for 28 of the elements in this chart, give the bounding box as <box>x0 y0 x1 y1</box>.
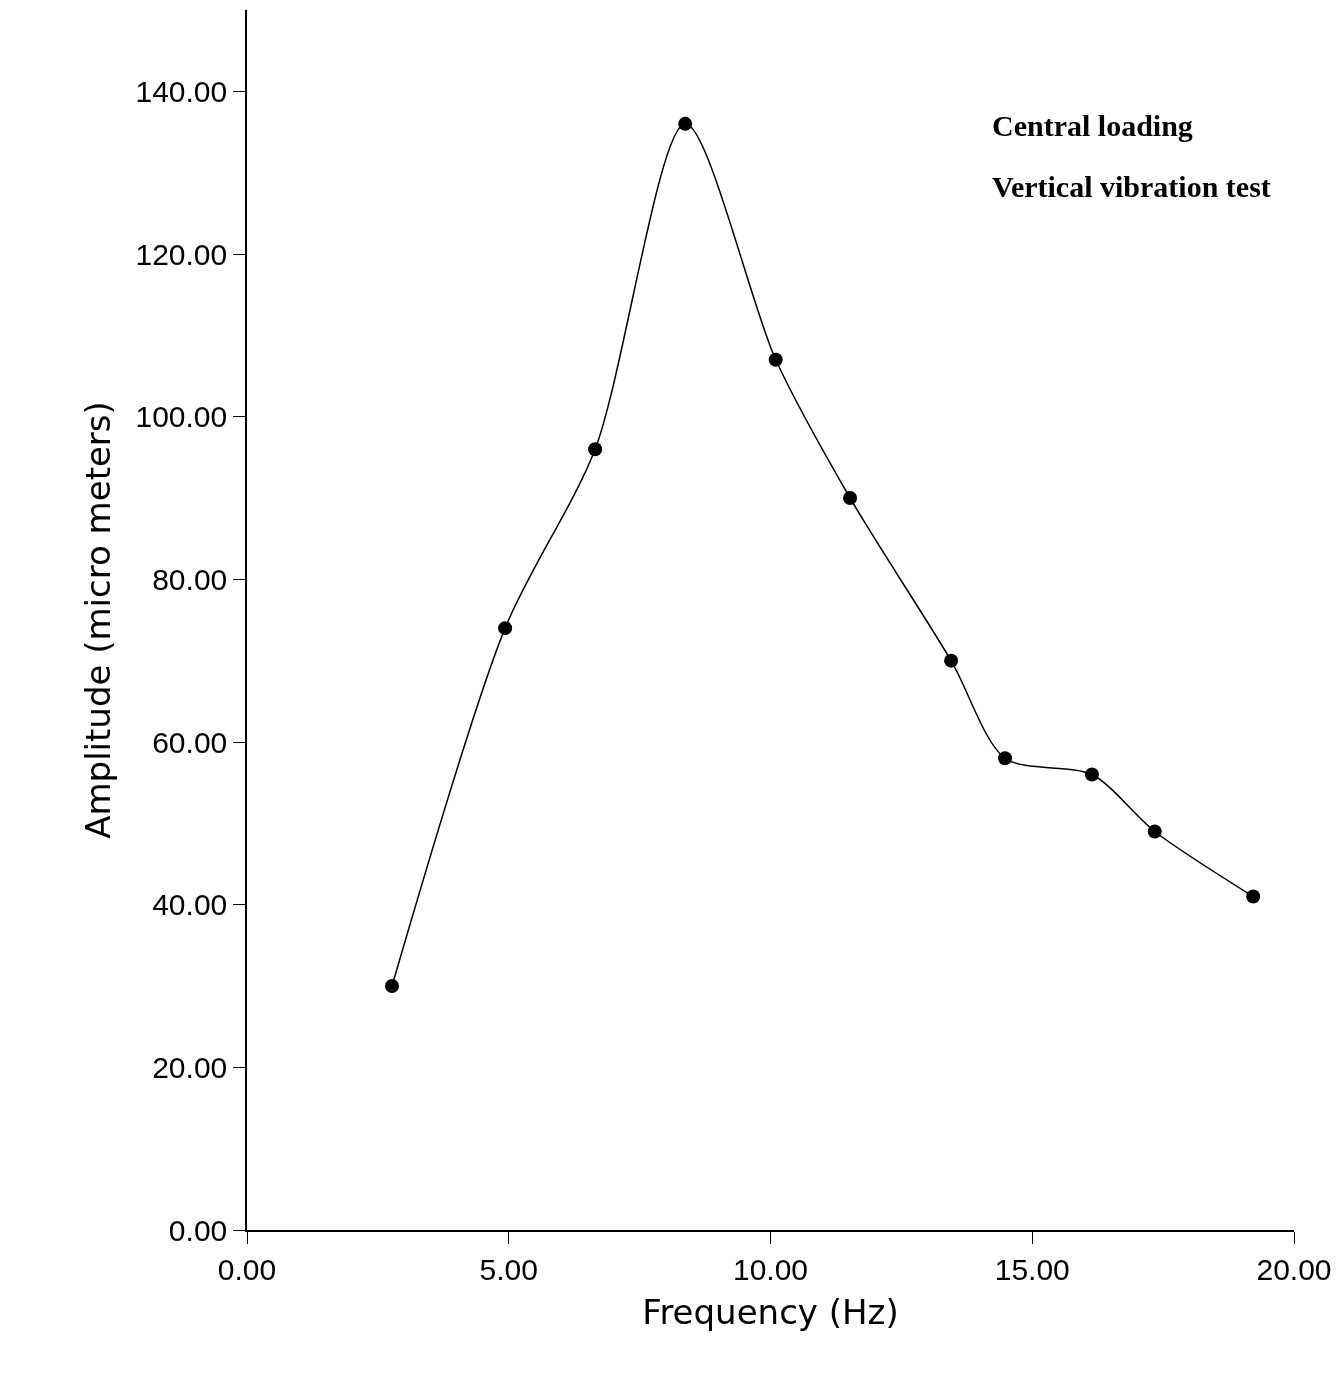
y-tick-label: 140.00 <box>135 74 228 108</box>
point <box>678 116 693 131</box>
y-tick-label: 40.00 <box>152 888 228 922</box>
x-tick-label: 0.00 <box>217 1252 277 1286</box>
annotation: Vertical vibration test <box>992 170 1271 203</box>
point <box>1147 824 1162 839</box>
x-axis-title: Frequency (Hz) <box>642 1291 899 1332</box>
point <box>498 621 513 636</box>
y-tick-label: 100.00 <box>135 400 228 434</box>
point <box>1084 767 1099 782</box>
y-tick-label: 80.00 <box>152 562 228 596</box>
annotation: Central loading <box>992 109 1193 142</box>
y-tick-label: 60.00 <box>152 725 228 759</box>
y-tick-label: 20.00 <box>152 1050 228 1084</box>
point <box>998 751 1013 766</box>
point <box>385 979 400 993</box>
point <box>944 653 959 668</box>
y-tick-label: 0.00 <box>168 1213 228 1247</box>
point <box>843 491 858 505</box>
point <box>1246 889 1261 904</box>
x-tick-label: 20.00 <box>1256 1252 1332 1286</box>
y-tick-label: 120.00 <box>135 237 228 271</box>
y-axis-title: Amplitude (micro meters) <box>77 401 118 839</box>
x-tick-label: 5.00 <box>479 1252 538 1286</box>
x-tick-label: 15.00 <box>994 1252 1070 1286</box>
point <box>588 442 603 457</box>
point <box>768 352 783 367</box>
x-tick-label: 10.00 <box>732 1252 809 1286</box>
